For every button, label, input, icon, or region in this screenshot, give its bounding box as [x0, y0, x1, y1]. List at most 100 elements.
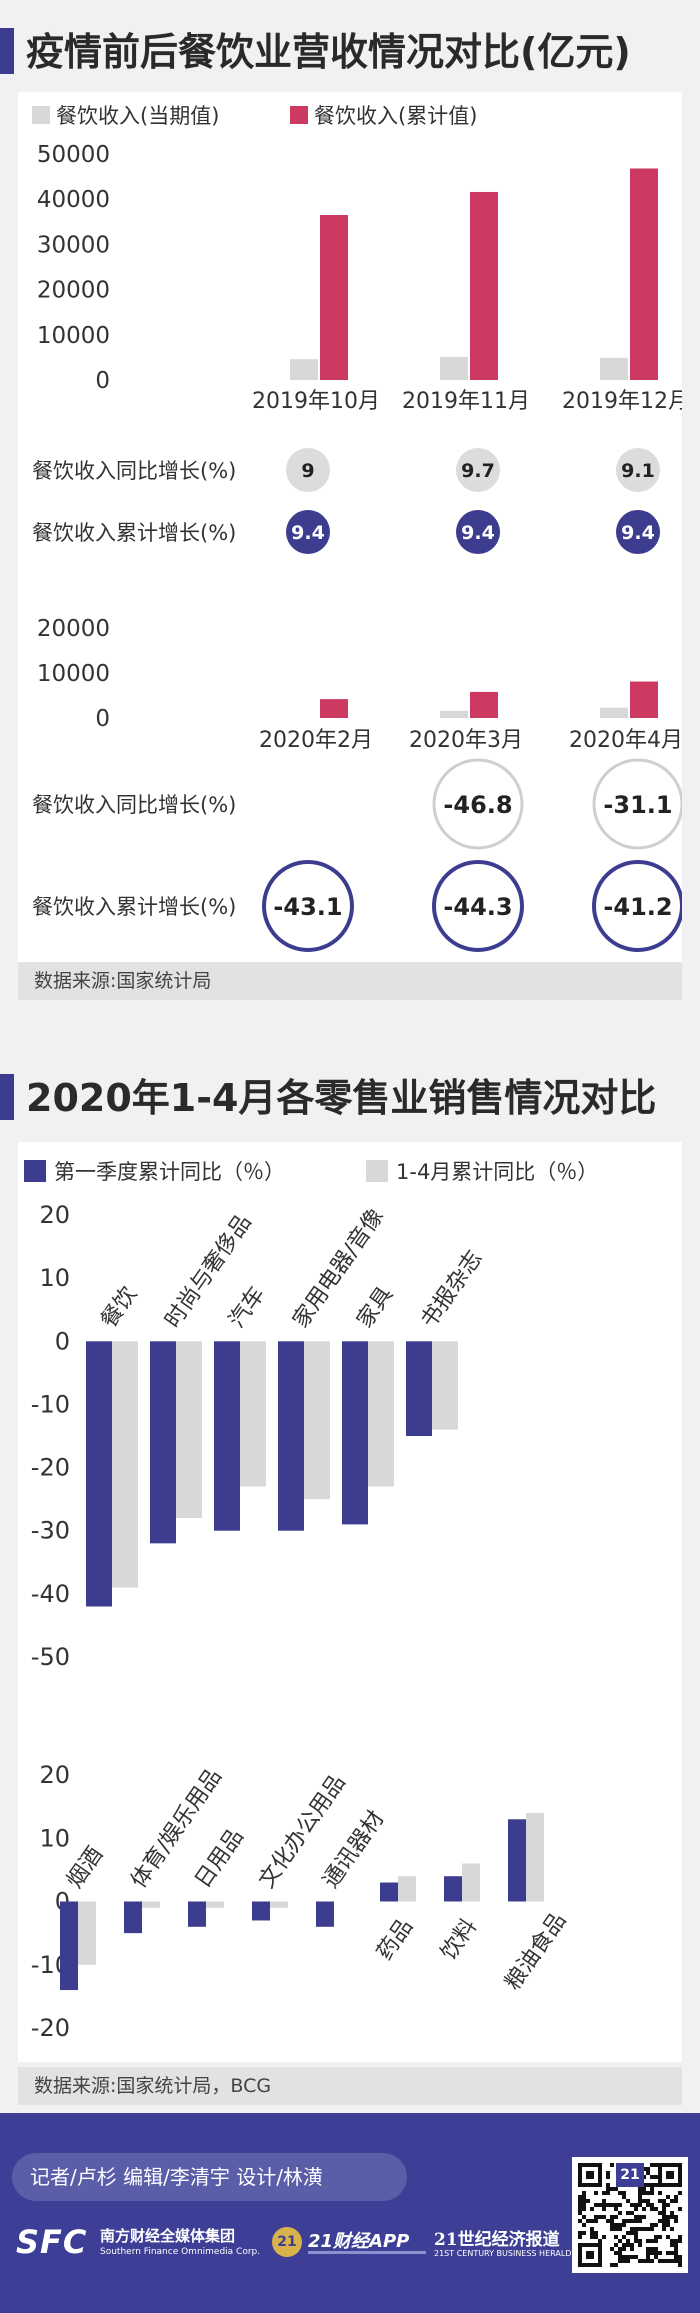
- chart2b-ytick: -20: [31, 2014, 70, 2042]
- qr-module: [650, 2251, 654, 2255]
- qr-finder-inner: [586, 2251, 594, 2259]
- chart1a-cum-value: 9.4: [461, 522, 495, 544]
- chart2a-ytick: 10: [39, 1264, 70, 1292]
- chart1b-yoy-value: -46.8: [443, 791, 512, 819]
- qr-module: [662, 2199, 666, 2203]
- qr-module: [678, 2207, 682, 2211]
- app-logo-subline: [308, 2251, 426, 2254]
- qr-module: [590, 2227, 594, 2231]
- qr-module: [654, 2207, 658, 2211]
- qr-module: [578, 2195, 582, 2199]
- qr-module: [654, 2175, 658, 2179]
- qr-module: [582, 2203, 586, 2207]
- qr-finder-inner: [666, 2171, 674, 2179]
- qr-module: [654, 2247, 658, 2251]
- qr-module: [614, 2263, 618, 2267]
- title-accent-bar: [0, 28, 14, 74]
- chart1a-yoy-bubble: [616, 448, 660, 492]
- qr-module: [634, 2219, 638, 2223]
- qr-module: [634, 2235, 638, 2239]
- qr-module: [622, 2247, 626, 2251]
- qr-module: [586, 2199, 590, 2203]
- qr-module: [634, 2203, 638, 2207]
- qr-module: [590, 2235, 594, 2239]
- qr-module: [674, 2247, 678, 2251]
- qr-module: [650, 2247, 654, 2251]
- qr-module: [594, 2235, 598, 2239]
- legend-swatch-current: [32, 106, 50, 124]
- chart2a-bar-jan-apr: [112, 1341, 138, 1588]
- chart2a-ytick: -40: [31, 1580, 70, 1608]
- chart1a-bar-cumulative: [470, 191, 498, 380]
- chart2a-bar-jan-apr: [240, 1341, 266, 1487]
- chart1a-xtick: 2019年12月: [562, 389, 682, 414]
- chart1a-cum-value: 9.4: [621, 522, 655, 544]
- app-logo-name: 21财经APP: [308, 2231, 410, 2252]
- qr-module: [598, 2239, 602, 2243]
- qr-module: [590, 2231, 594, 2235]
- qr-module: [642, 2191, 646, 2195]
- qr-module: [674, 2219, 678, 2223]
- qr-module: [658, 2199, 662, 2203]
- chart2a-ytick: -20: [31, 1454, 70, 1482]
- qr-module: [614, 2187, 618, 2191]
- chart2b-bar-jan-apr: [398, 1876, 416, 1902]
- qr-module: [618, 2259, 622, 2263]
- qr-module: [582, 2191, 586, 2195]
- chart1a-yoy-value: 9.7: [461, 460, 495, 482]
- qr-module: [614, 2251, 618, 2255]
- chart1b-row-label: 餐饮收入同比增长(%): [32, 793, 236, 817]
- chart1a-bar-current: [600, 357, 628, 380]
- qr-module: [630, 2219, 634, 2223]
- chart1a-cum-bubble: [286, 510, 330, 554]
- qr-module: [638, 2219, 642, 2223]
- qr-module: [614, 2223, 618, 2227]
- chart2b-bar-jan-apr: [206, 1901, 224, 1908]
- qr-module: [602, 2207, 606, 2211]
- qr-module: [678, 2255, 682, 2259]
- qr-module: [642, 2259, 646, 2263]
- qr-module: [670, 2211, 674, 2215]
- qr-module: [638, 2227, 642, 2231]
- chart2b-bar-q1: [380, 1882, 398, 1902]
- qr-module: [650, 2191, 654, 2195]
- qr-module: [630, 2227, 634, 2231]
- qr-module: [610, 2263, 614, 2267]
- qr-module: [614, 2207, 618, 2211]
- chart1-panel: 餐饮收入(当期值) 餐饮收入(累计值) 50000 40000 30000 20000 10…: [18, 92, 690, 962]
- qr-module: [650, 2175, 654, 2179]
- qr-module: [666, 2195, 670, 2199]
- qr-module: [634, 2207, 638, 2211]
- qr-module: [666, 2215, 670, 2219]
- qr-module: [638, 2239, 642, 2243]
- chart1a-bar-cumulative: [320, 215, 348, 380]
- qr-module: [638, 2195, 642, 2199]
- qr-module: [582, 2215, 586, 2219]
- qr-module: [618, 2251, 622, 2255]
- qr-module: [618, 2227, 622, 2231]
- qr-module: [650, 2239, 654, 2243]
- chart1b-bar-current: [440, 710, 468, 718]
- chart2a-bar-q1: [406, 1341, 432, 1436]
- qr-module: [614, 2235, 618, 2239]
- chart2a-bar-q1: [150, 1341, 176, 1544]
- qr-module: [630, 2247, 634, 2251]
- chart1a-ytick: 40000: [37, 187, 110, 213]
- qr-code[interactable]: 21: [572, 2157, 688, 2273]
- qr-module: [642, 2167, 646, 2171]
- chart2a-category-label: 餐饮: [96, 1282, 142, 1332]
- qr-module: [582, 2195, 586, 2199]
- qr-module: [606, 2203, 610, 2207]
- qr-module: [594, 2219, 598, 2223]
- qr-module: [678, 2191, 682, 2195]
- qr-module: [606, 2187, 610, 2191]
- chart1a-bar-current: [440, 356, 468, 380]
- qr-module: [594, 2215, 598, 2219]
- qr-module: [654, 2183, 658, 2187]
- qr-module: [634, 2255, 638, 2259]
- chart2b-bar-q1: [60, 1901, 78, 1991]
- qr-module: [606, 2171, 610, 2175]
- qr-module: [658, 2259, 662, 2263]
- chart1b-ytick: 20000: [37, 616, 110, 642]
- qr-module: [662, 2227, 666, 2231]
